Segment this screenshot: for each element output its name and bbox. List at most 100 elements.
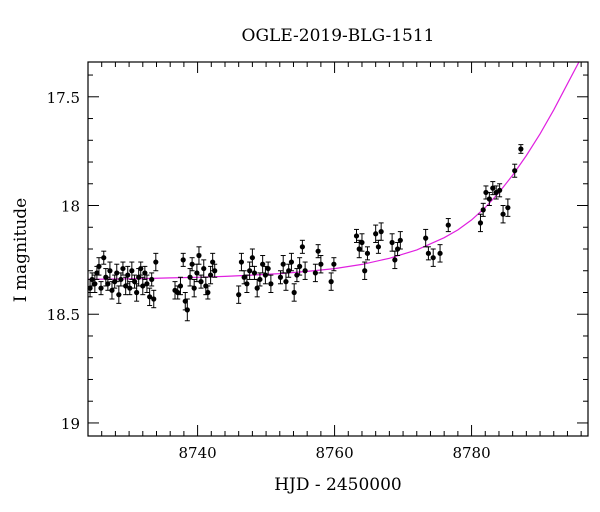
data-marker: [96, 263, 102, 269]
data-point: [297, 257, 303, 276]
data-point: [129, 261, 135, 280]
data-marker: [151, 296, 157, 302]
data-marker: [500, 211, 506, 217]
data-point: [98, 281, 104, 296]
data-point: [116, 285, 122, 304]
data-marker: [89, 276, 95, 283]
data-marker: [196, 252, 202, 259]
data-marker: [144, 281, 150, 287]
data-marker: [198, 279, 204, 285]
data-point: [299, 239, 305, 254]
data-marker: [425, 250, 432, 256]
data-point: [437, 244, 443, 263]
data-point: [378, 222, 384, 241]
data-marker: [277, 274, 284, 280]
data-marker: [389, 239, 395, 246]
data-point: [205, 285, 211, 300]
data-point: [144, 274, 150, 293]
x-tick-label: 8780: [452, 444, 490, 462]
data-point: [286, 263, 292, 278]
data-marker: [127, 285, 133, 291]
data-point: [288, 252, 295, 272]
data-point: [364, 246, 371, 261]
data-point: [512, 163, 518, 178]
data-marker: [177, 283, 184, 289]
data-point: [196, 246, 202, 265]
data-marker: [299, 244, 305, 250]
y-tick-label: 17.5: [47, 89, 80, 107]
data-point: [318, 255, 324, 274]
data-marker: [138, 265, 144, 272]
data-marker: [118, 276, 124, 283]
data-marker: [362, 268, 368, 274]
data-marker: [107, 268, 113, 274]
data-marker: [244, 281, 250, 287]
data-point: [477, 213, 484, 233]
data-marker: [189, 261, 195, 267]
data-marker: [182, 298, 188, 304]
data-marker: [497, 187, 503, 193]
data-marker: [490, 185, 496, 191]
data-point: [260, 255, 266, 274]
data-marker: [353, 233, 360, 239]
data-point: [96, 257, 102, 276]
data-marker: [142, 270, 148, 276]
data-point: [89, 272, 95, 287]
data-point: [268, 274, 274, 293]
data-point: [180, 252, 186, 267]
data-point: [312, 263, 318, 283]
data-marker: [249, 255, 255, 261]
data-marker: [302, 268, 308, 274]
y-axis-label: I magnitude: [11, 198, 31, 302]
data-point: [177, 276, 184, 296]
data-point: [518, 144, 524, 154]
data-point: [315, 244, 321, 259]
data-marker: [131, 279, 138, 285]
data-point: [212, 263, 218, 278]
data-point: [238, 252, 245, 272]
data-marker: [187, 274, 193, 280]
data-marker: [518, 146, 524, 152]
data-point: [249, 248, 255, 267]
data-marker: [175, 289, 181, 296]
data-marker: [512, 168, 518, 174]
data-marker: [149, 276, 155, 283]
data-point: [127, 281, 133, 296]
data-marker: [105, 281, 111, 287]
data-point: [125, 265, 131, 285]
data-marker: [101, 255, 107, 261]
data-marker: [423, 235, 429, 241]
data-marker: [125, 272, 131, 278]
data-point: [373, 224, 379, 243]
data-marker: [212, 268, 218, 274]
plot-frame: [87, 61, 589, 437]
data-point: [191, 278, 197, 298]
data-point: [291, 283, 297, 302]
data-marker: [184, 307, 190, 313]
data-point: [153, 252, 159, 272]
data-point: [175, 285, 181, 300]
data-marker: [257, 276, 263, 283]
x-tick-label: 8760: [315, 444, 353, 462]
data-point: [331, 257, 337, 272]
data-marker: [392, 257, 398, 263]
data-marker: [251, 270, 258, 276]
data-point: [277, 270, 284, 285]
data-marker: [477, 220, 484, 226]
data-point: [138, 261, 144, 276]
y-tick-label: 18: [61, 198, 80, 216]
data-marker: [260, 261, 266, 267]
data-marker: [87, 285, 93, 291]
data-marker: [210, 259, 216, 265]
data-point: [244, 274, 250, 293]
data-marker: [265, 265, 271, 272]
data-marker: [378, 229, 384, 235]
data-marker: [394, 246, 401, 252]
data-point: [114, 263, 120, 283]
data-point: [149, 272, 155, 287]
data-marker: [194, 270, 200, 276]
data-marker: [430, 255, 436, 261]
data-marker: [312, 270, 318, 276]
data-marker: [364, 250, 371, 256]
model-curve: [88, 62, 580, 280]
